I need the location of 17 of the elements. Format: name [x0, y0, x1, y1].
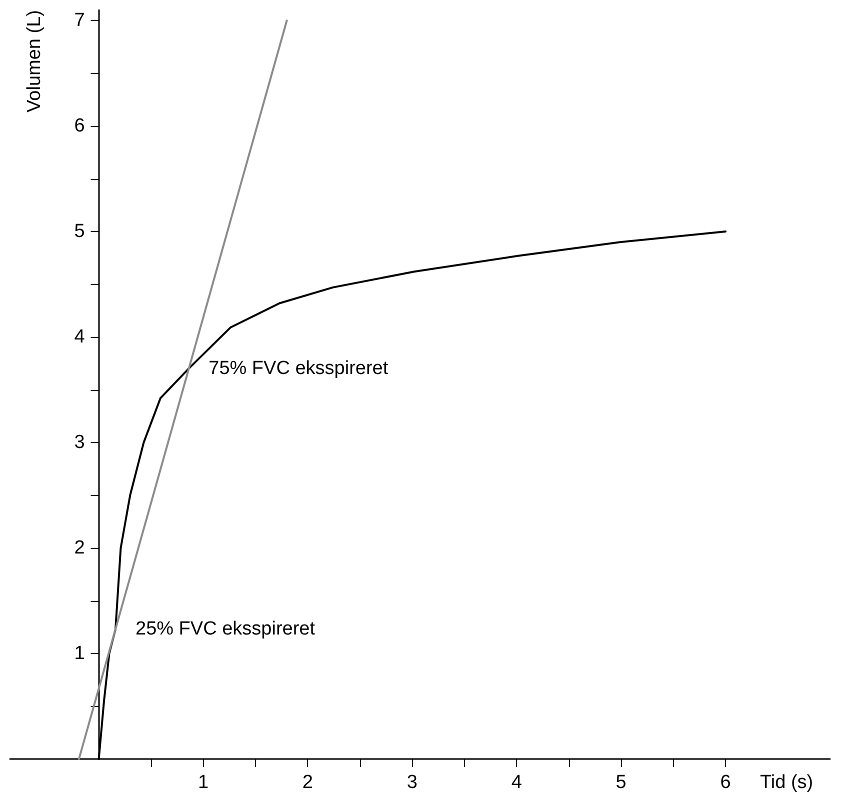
- y-tick-label: 4: [74, 326, 86, 348]
- annotation: 25% FVC eksspireret: [136, 618, 316, 640]
- y-tick-label: 7: [74, 10, 85, 32]
- x-tick-label: 2: [302, 772, 313, 793]
- y-tick-label: 2: [74, 538, 85, 559]
- x-tick-label: 6: [720, 772, 731, 793]
- y-tick-label: 5: [74, 221, 85, 242]
- y-tick-label: 6: [74, 116, 85, 137]
- x-tick-label: 3: [406, 772, 418, 793]
- annotation: 75% FVC eksspireret: [208, 358, 389, 380]
- x-tick-label: 5: [616, 772, 626, 793]
- y-tick-label: 1: [74, 643, 85, 664]
- x-tick-label: 1: [198, 772, 209, 793]
- y-axis-title: Volumen (L): [24, 10, 45, 112]
- x-tick-label: 4: [511, 772, 522, 793]
- x-axis-title: Tid (s): [760, 772, 814, 793]
- y-tick-label: 3: [74, 432, 85, 454]
